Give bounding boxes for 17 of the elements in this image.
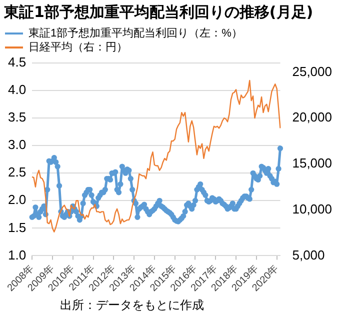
y-tick-label: 1.0	[8, 247, 26, 262]
y2-tick-label: 10,000	[292, 201, 332, 216]
y2-tick-label: 20,000	[292, 110, 332, 125]
legend-label: 日経平均（右：円）	[28, 42, 128, 54]
y-tick-label: 2.5	[8, 164, 26, 180]
y-tick-label: 4.5	[8, 54, 26, 70]
y-tick-label: 1.5	[8, 220, 26, 235]
y-tick-label: 3.0	[8, 137, 26, 152]
y-tick-label: 2.0	[8, 192, 26, 208]
y-tick-label: 4.0	[8, 82, 26, 98]
text: 出所：データをもとに作成	[59, 297, 205, 314]
y-tick-label: 3.5	[8, 110, 26, 125]
legend-label: 東証1部予想加重平均配当利回り（左：%）	[28, 26, 242, 40]
y2-tick-label: 15,000	[292, 156, 332, 171]
y2-tick-label: 25,000	[292, 64, 332, 79]
y2-tick-label: 5,000	[292, 247, 325, 262]
chart-title: 東証1部予想加重平均配当利回りの推移(月足)	[2, 2, 314, 23]
